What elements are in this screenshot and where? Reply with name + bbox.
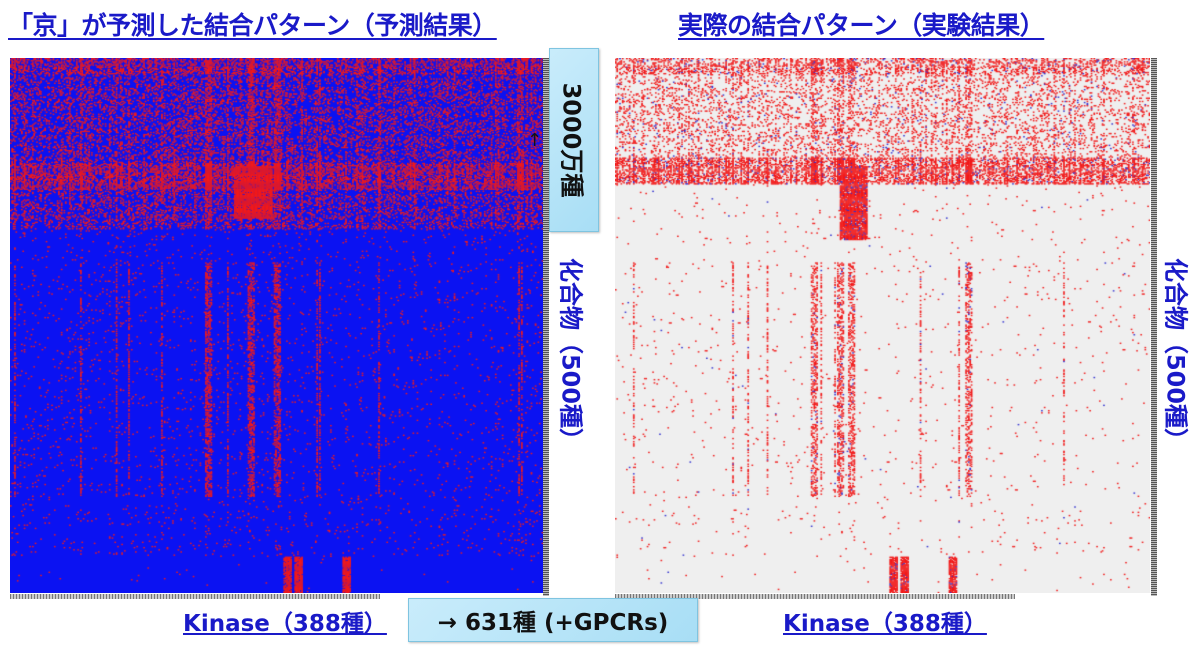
- actual-y-axis-text: 化合物（500種）: [1161, 257, 1190, 453]
- predicted-row-ticks: [543, 58, 549, 596]
- predicted-x-axis-label: Kinase（388種）: [183, 611, 387, 637]
- predicted-heatmap: [10, 58, 543, 593]
- predicted-y-axis-text: 化合物（500種）: [556, 257, 585, 453]
- kinase-scale-text: → 631種 (+GPCRs): [437, 610, 669, 636]
- actual-heatmap-canvas: [615, 58, 1150, 593]
- predicted-heatmap-canvas: [10, 58, 543, 593]
- compounds-scale-text: 3000万種: [557, 82, 586, 198]
- predicted-pattern-title: 「京」が予測した結合パターン（予測結果）: [8, 11, 497, 40]
- actual-heatmap: [615, 58, 1150, 593]
- predicted-col-ticks: [10, 594, 380, 599]
- kinase-scale-callout: → 631種 (+GPCRs): [408, 598, 698, 642]
- compounds-scale-callout: 3000万種: [549, 48, 599, 232]
- predicted-y-axis-label: 化合物（500種）: [553, 250, 593, 460]
- up-arrow-icon: ↑: [527, 130, 543, 151]
- actual-row-ticks: [1151, 58, 1157, 596]
- actual-pattern-title: 実際の結合パターン（実験結果）: [678, 11, 1045, 40]
- actual-y-axis-label: 化合物（500種）: [1158, 250, 1198, 460]
- actual-col-ticks: [615, 594, 1015, 599]
- actual-x-axis-label: Kinase（388種）: [783, 611, 987, 637]
